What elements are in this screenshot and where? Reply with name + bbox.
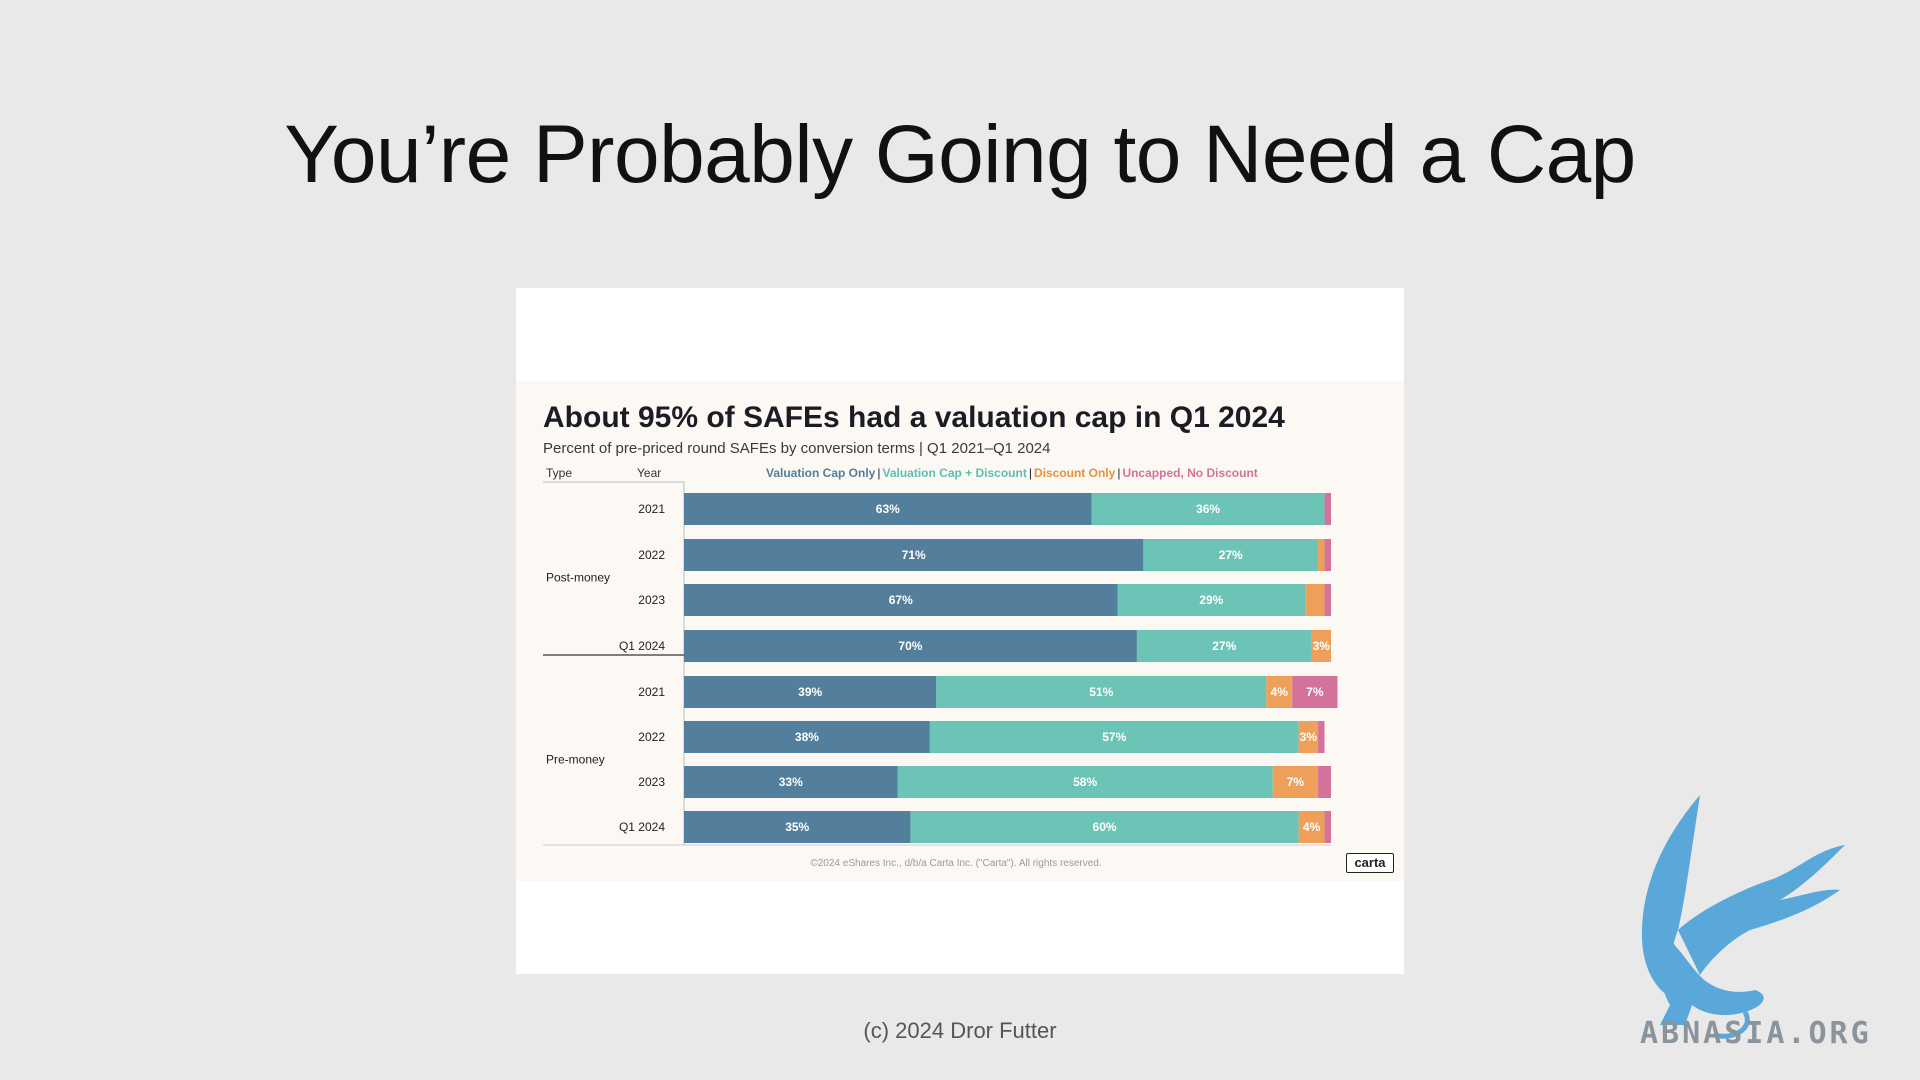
bar-segment xyxy=(1266,676,1293,708)
chart-panel: About 95% of SAFEs had a valuation cap i… xyxy=(516,381,1404,881)
bar-segment xyxy=(684,676,937,708)
bar-segment xyxy=(1292,676,1338,708)
data-label: 29% xyxy=(1199,593,1223,607)
data-label: 58% xyxy=(1073,775,1097,789)
year-tick-label: 2021 xyxy=(638,502,665,516)
data-label: 27% xyxy=(1212,639,1236,653)
bar-segment xyxy=(1324,811,1331,843)
bar-segment xyxy=(684,584,1118,616)
year-tick-label: 2023 xyxy=(638,593,665,607)
carta-logo: carta xyxy=(1346,853,1394,873)
data-label: 27% xyxy=(1219,548,1243,562)
legend-valuation-cap-only: Valuation Cap Only xyxy=(766,466,876,480)
year-tick-label: Q1 2024 xyxy=(619,820,665,834)
chart-copyright: ©2024 eShares Inc., d/b/a Carta Inc. ("C… xyxy=(810,858,1102,869)
slide-footer: (c) 2024 Dror Futter xyxy=(863,1018,1057,1043)
year-tick-label: Q1 2024 xyxy=(619,639,665,653)
slide-title: You’re Probably Going to Need a Cap xyxy=(284,109,1636,200)
bar-segment xyxy=(1324,493,1331,525)
bar-segment xyxy=(684,811,911,843)
data-label: 4% xyxy=(1271,685,1289,699)
year-tick-label: 2021 xyxy=(638,685,665,699)
data-label: 3% xyxy=(1313,639,1331,653)
data-label: 3% xyxy=(1300,730,1318,744)
bar-segment xyxy=(684,493,1092,525)
bar-segment xyxy=(1136,630,1312,662)
data-label: 51% xyxy=(1089,685,1113,699)
legend-valuation-cap-discount: Valuation Cap + Discount xyxy=(882,466,1027,480)
bar-segment xyxy=(1311,630,1331,662)
year-tick-label: 2023 xyxy=(638,775,665,789)
data-label: 57% xyxy=(1102,730,1126,744)
data-label: 38% xyxy=(795,730,819,744)
bar-segment xyxy=(936,676,1267,708)
chart-subtitle: Percent of pre-priced round SAFEs by con… xyxy=(543,440,1051,457)
bar-segment xyxy=(684,766,898,798)
data-label: 70% xyxy=(898,639,922,653)
group-label: Post-money xyxy=(546,571,610,585)
chart-image: About 95% of SAFEs had a valuation cap i… xyxy=(516,288,1404,974)
data-label: 4% xyxy=(1303,820,1321,834)
data-label: 33% xyxy=(779,775,803,789)
bar-segment xyxy=(1117,584,1306,616)
bar-segment xyxy=(684,721,930,753)
data-label: 35% xyxy=(785,820,809,834)
data-label: 7% xyxy=(1287,775,1305,789)
watermark-text: ABNASIA.ORG xyxy=(1640,1016,1872,1051)
bar-segment xyxy=(1298,811,1325,843)
group-label: Pre-money xyxy=(546,753,605,767)
year-tick-label: 2022 xyxy=(638,730,665,744)
bar-segment xyxy=(1318,539,1325,571)
legend-uncapped-no-discount: Uncapped, No Discount xyxy=(1122,466,1258,480)
bar-segment xyxy=(1091,493,1325,525)
data-label: 39% xyxy=(798,685,822,699)
bar-segment xyxy=(910,811,1299,843)
bar-segment xyxy=(1298,721,1319,753)
bar-segment xyxy=(1318,766,1331,798)
bar-segment xyxy=(1272,766,1319,798)
legend-discount-only: Discount Only xyxy=(1033,466,1116,480)
data-label: 71% xyxy=(902,548,926,562)
bar-segment xyxy=(1318,721,1325,753)
griffin-logo-icon xyxy=(1641,795,1845,1039)
bar-segment xyxy=(1143,539,1319,571)
chart-legend: Valuation Cap Only | Valuation Cap + Disco… xyxy=(766,466,1258,480)
data-label: 67% xyxy=(889,593,913,607)
bar-segment xyxy=(684,539,1144,571)
bar-segment xyxy=(929,721,1299,753)
bar-segment xyxy=(684,630,1137,662)
type-column-header: Type xyxy=(546,466,573,480)
year-tick-label: 2022 xyxy=(638,548,665,562)
data-label: 63% xyxy=(876,502,900,516)
stacked-bar-chart: 2021 63% 36% 2022 71% 27% 2023 67% 29% Q1 2024 70%… xyxy=(543,481,1338,846)
year-column-header: Year xyxy=(637,466,662,480)
data-label: 36% xyxy=(1196,502,1220,516)
data-label: 7% xyxy=(1306,685,1324,699)
bar-segment xyxy=(1324,539,1331,571)
bar-segment xyxy=(897,766,1273,798)
data-label: 60% xyxy=(1093,820,1117,834)
chart-title: About 95% of SAFEs had a valuation cap i… xyxy=(543,401,1285,434)
bar-segment xyxy=(1324,584,1331,616)
bar-segment xyxy=(1305,584,1325,616)
